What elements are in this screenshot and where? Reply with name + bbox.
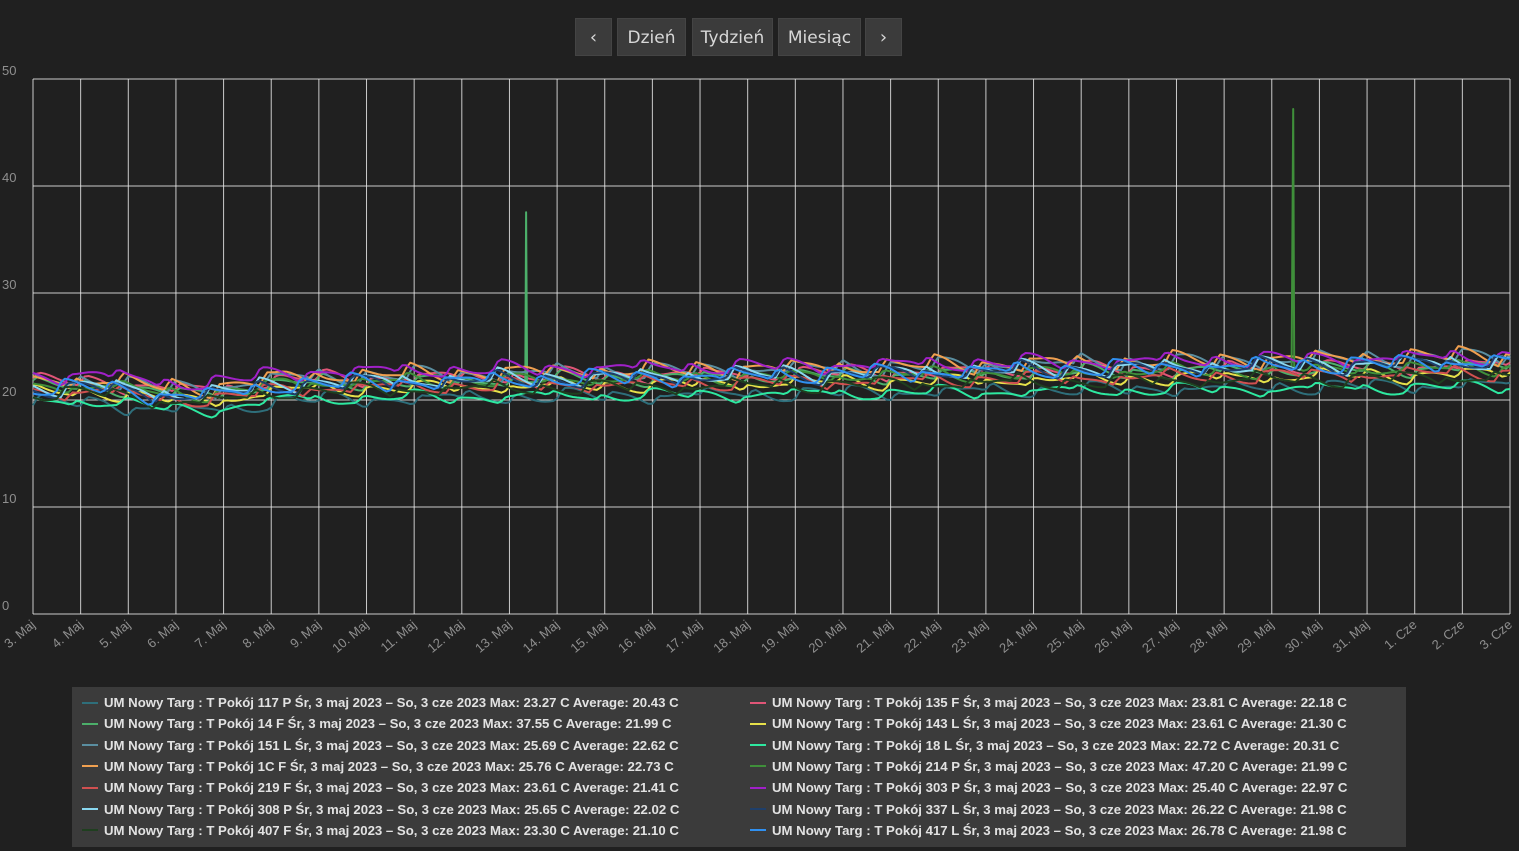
x-tick-label: 27. Maj xyxy=(1139,617,1181,656)
legend-label: UM Nowy Targ : T Pokój 219 F Śr, 3 maj 2… xyxy=(104,780,679,796)
series-line xyxy=(32,369,1511,410)
legend-label: UM Nowy Targ : T Pokój 14 F Śr, 3 maj 20… xyxy=(104,716,672,732)
x-axis-ticks: 3. Maj 4. Maj 5. Maj 6. Maj 7. Maj 8. Maj 9. M… xyxy=(1,617,1515,656)
x-tick-label: 4. Maj xyxy=(49,617,86,651)
x-tick-label: 2. Cze xyxy=(1429,617,1467,653)
legend-label: UM Nowy Targ : T Pokój 417 L Śr, 3 maj 2… xyxy=(772,822,1347,838)
x-tick-label: 1. Cze xyxy=(1381,617,1419,653)
y-tick-label: 0 xyxy=(2,598,9,613)
series-line xyxy=(32,354,1511,406)
x-tick-label: 7. Maj xyxy=(192,617,229,651)
legend-item[interactable]: UM Nowy Targ : T Pokój 417 L Śr, 3 maj 2… xyxy=(750,820,1347,841)
legend-swatch xyxy=(750,829,766,832)
chevron-left-icon: ‹ xyxy=(589,27,598,48)
x-tick-label: 5. Maj xyxy=(96,617,133,651)
x-tick-label: 6. Maj xyxy=(144,617,181,651)
x-tick-label: 25. Maj xyxy=(1044,617,1086,656)
legend-swatch xyxy=(82,701,98,704)
legend-item[interactable]: UM Nowy Targ : T Pokój 407 F Śr, 3 maj 2… xyxy=(82,820,679,841)
legend-swatch xyxy=(82,765,98,768)
legend-swatch xyxy=(82,786,98,789)
x-tick-label: 17. Maj xyxy=(663,617,705,656)
legend-label: UM Nowy Targ : T Pokój 214 P Śr, 3 maj 2… xyxy=(772,758,1348,774)
legend-item[interactable]: UM Nowy Targ : T Pokój 135 F Śr, 3 maj 2… xyxy=(750,692,1347,713)
x-tick-label: 20. Maj xyxy=(806,617,848,656)
legend-item[interactable]: UM Nowy Targ : T Pokój 337 L Śr, 3 maj 2… xyxy=(750,799,1347,820)
legend-label: UM Nowy Targ : T Pokój 337 L Śr, 3 maj 2… xyxy=(772,801,1347,817)
x-tick-label: 9. Maj xyxy=(287,617,324,651)
chart-legend: UM Nowy Targ : T Pokój 117 P Śr, 3 maj 2… xyxy=(72,687,1406,847)
legend-label: UM Nowy Targ : T Pokój 308 P Śr, 3 maj 2… xyxy=(104,801,680,817)
x-tick-label: 8. Maj xyxy=(239,617,276,651)
x-tick-label: 13. Maj xyxy=(472,617,514,656)
legend-swatch xyxy=(750,786,766,789)
x-tick-label: 3. Cze xyxy=(1477,617,1515,653)
x-tick-label: 15. Maj xyxy=(567,617,609,656)
y-tick-label: 20 xyxy=(2,384,16,399)
legend-swatch xyxy=(750,722,766,725)
week-view-button[interactable]: Tydzień xyxy=(692,18,773,56)
legend-swatch xyxy=(82,808,98,811)
legend-swatch xyxy=(82,722,98,725)
legend-swatch xyxy=(750,701,766,704)
legend-label: UM Nowy Targ : T Pokój 407 F Śr, 3 maj 2… xyxy=(104,822,679,838)
legend-item[interactable]: UM Nowy Targ : T Pokój 151 L Śr, 3 maj 2… xyxy=(82,735,679,756)
y-tick-label: 40 xyxy=(2,170,16,185)
legend-item[interactable]: UM Nowy Targ : T Pokój 18 L Śr, 3 maj 20… xyxy=(750,735,1339,756)
x-tick-label: 26. Maj xyxy=(1091,617,1133,656)
day-view-button[interactable]: Dzień xyxy=(617,18,686,56)
legend-label: UM Nowy Targ : T Pokój 151 L Śr, 3 maj 2… xyxy=(104,737,679,753)
legend-item[interactable]: UM Nowy Targ : T Pokój 14 F Śr, 3 maj 20… xyxy=(82,713,672,734)
chevron-right-icon: › xyxy=(879,27,888,48)
chart-series xyxy=(32,108,1511,419)
previous-period-button[interactable]: ‹ xyxy=(575,18,612,56)
x-tick-label: 29. Maj xyxy=(1234,617,1276,656)
x-tick-label: 30. Maj xyxy=(1282,617,1324,656)
x-tick-label: 3. Maj xyxy=(1,617,38,651)
series-line xyxy=(32,379,1511,419)
legend-swatch xyxy=(82,744,98,747)
legend-swatch xyxy=(750,808,766,811)
y-tick-label: 10 xyxy=(2,491,16,506)
x-tick-label: 23. Maj xyxy=(949,617,991,656)
y-tick-label: 30 xyxy=(2,277,16,292)
legend-swatch xyxy=(750,765,766,768)
legend-label: UM Nowy Targ : T Pokój 1C F Śr, 3 maj 20… xyxy=(104,758,674,774)
legend-label: UM Nowy Targ : T Pokój 117 P Śr, 3 maj 2… xyxy=(104,695,679,710)
legend-item[interactable]: UM Nowy Targ : T Pokój 1C F Śr, 3 maj 20… xyxy=(82,756,674,777)
legend-item[interactable]: UM Nowy Targ : T Pokój 143 L Śr, 3 maj 2… xyxy=(750,713,1347,734)
x-tick-label: 14. Maj xyxy=(520,617,562,656)
y-axis-ticks: 0 10 20 30 40 50 xyxy=(2,63,16,613)
legend-swatch xyxy=(750,744,766,747)
temperature-line-chart: 0 10 20 30 40 50 3. Maj 4. Maj 5. Maj 6. Maj 7. M… xyxy=(1,63,1515,656)
legend-item[interactable]: UM Nowy Targ : T Pokój 214 P Śr, 3 maj 2… xyxy=(750,756,1347,777)
legend-item[interactable]: UM Nowy Targ : T Pokój 308 P Śr, 3 maj 2… xyxy=(82,799,679,820)
x-tick-label: 12. Maj xyxy=(424,617,466,656)
month-view-button[interactable]: Miesiąc xyxy=(778,18,861,56)
legend-label: UM Nowy Targ : T Pokój 143 L Śr, 3 maj 2… xyxy=(772,716,1347,732)
x-tick-label: 18. Maj xyxy=(710,617,752,656)
legend-item[interactable]: UM Nowy Targ : T Pokój 219 F Śr, 3 maj 2… xyxy=(82,777,679,798)
x-tick-label: 22. Maj xyxy=(901,617,943,656)
x-tick-label: 24. Maj xyxy=(996,617,1038,656)
x-tick-label: 19. Maj xyxy=(758,617,800,656)
x-tick-label: 16. Maj xyxy=(615,617,657,656)
y-tick-label: 50 xyxy=(2,63,16,78)
x-tick-label: 21. Maj xyxy=(853,617,895,656)
legend-swatch xyxy=(82,829,98,832)
chart-grid xyxy=(32,78,1511,615)
series-line xyxy=(32,349,1511,391)
legend-item[interactable]: UM Nowy Targ : T Pokój 303 P Śr, 3 maj 2… xyxy=(750,777,1347,798)
legend-label: UM Nowy Targ : T Pokój 18 L Śr, 3 maj 20… xyxy=(772,737,1340,753)
legend-label: UM Nowy Targ : T Pokój 135 F Śr, 3 maj 2… xyxy=(772,695,1347,710)
legend-label: UM Nowy Targ : T Pokój 303 P Śr, 3 maj 2… xyxy=(772,780,1348,796)
x-tick-label: 28. Maj xyxy=(1187,617,1229,656)
x-tick-label: 10. Maj xyxy=(329,617,371,656)
legend-item[interactable]: UM Nowy Targ : T Pokój 117 P Śr, 3 maj 2… xyxy=(82,692,679,713)
next-period-button[interactable]: › xyxy=(865,18,902,56)
x-tick-label: 11. Maj xyxy=(378,617,420,655)
x-tick-label: 31. Maj xyxy=(1330,617,1372,656)
